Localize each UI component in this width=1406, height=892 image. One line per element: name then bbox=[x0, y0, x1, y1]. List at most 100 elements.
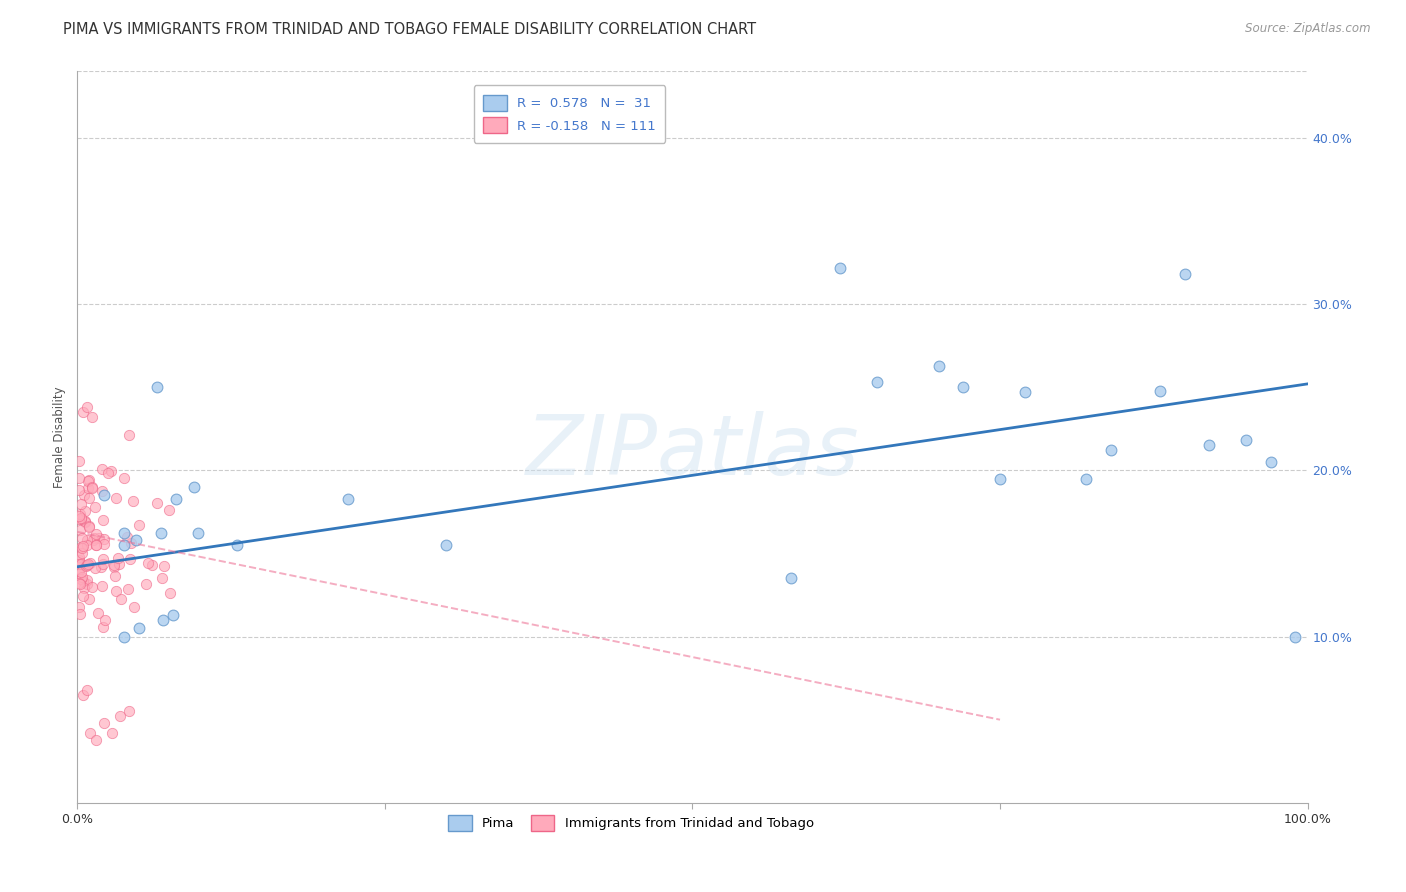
Point bbox=[69, 566, 91, 580]
Point bbox=[103, 558, 125, 573]
Point bbox=[77, 491, 100, 505]
Point bbox=[136, 556, 159, 570]
Point bbox=[118, 552, 141, 566]
Point bbox=[1014, 385, 1036, 400]
Point bbox=[67, 549, 90, 564]
Point bbox=[105, 584, 128, 599]
Point bbox=[112, 538, 135, 552]
Point bbox=[77, 519, 100, 533]
Point bbox=[70, 497, 93, 511]
Point bbox=[110, 709, 132, 723]
Point bbox=[67, 599, 90, 614]
Point bbox=[91, 513, 114, 527]
Point bbox=[107, 551, 129, 566]
Point bbox=[146, 380, 169, 394]
Point bbox=[93, 537, 115, 551]
Point bbox=[91, 483, 114, 498]
Point bbox=[1260, 455, 1282, 469]
Point bbox=[122, 600, 145, 615]
Point bbox=[91, 551, 114, 566]
Point bbox=[91, 619, 114, 633]
Point bbox=[1234, 434, 1257, 448]
Point bbox=[112, 630, 135, 644]
Point bbox=[76, 682, 98, 697]
Point bbox=[77, 481, 100, 495]
Y-axis label: Female Disability: Female Disability bbox=[53, 386, 66, 488]
Point bbox=[1149, 384, 1171, 398]
Point bbox=[73, 514, 96, 528]
Point bbox=[67, 509, 90, 524]
Point bbox=[67, 557, 90, 571]
Point bbox=[72, 540, 94, 554]
Point bbox=[72, 546, 94, 560]
Point bbox=[1099, 443, 1122, 458]
Point bbox=[70, 572, 93, 586]
Point bbox=[183, 480, 205, 494]
Point bbox=[67, 575, 90, 590]
Point bbox=[69, 507, 91, 521]
Point bbox=[70, 511, 93, 525]
Point bbox=[75, 559, 97, 574]
Text: Source: ZipAtlas.com: Source: ZipAtlas.com bbox=[1246, 22, 1371, 36]
Text: ZIPatlas: ZIPatlas bbox=[526, 411, 859, 492]
Point bbox=[82, 482, 104, 496]
Point bbox=[76, 577, 98, 591]
Point bbox=[76, 533, 98, 547]
Point bbox=[103, 560, 125, 574]
Point bbox=[67, 471, 90, 485]
Point bbox=[82, 533, 104, 548]
Point bbox=[67, 553, 90, 567]
Point bbox=[76, 574, 98, 588]
Point bbox=[128, 517, 150, 532]
Point bbox=[162, 607, 184, 622]
Point bbox=[152, 613, 174, 627]
Point bbox=[105, 491, 128, 505]
Point bbox=[107, 557, 129, 571]
Point bbox=[226, 538, 249, 552]
Point bbox=[150, 571, 173, 585]
Point bbox=[70, 558, 93, 572]
Point bbox=[75, 504, 97, 518]
Point bbox=[77, 592, 100, 607]
Point bbox=[84, 538, 107, 552]
Point bbox=[70, 570, 93, 584]
Point bbox=[146, 495, 169, 509]
Point bbox=[141, 558, 163, 572]
Point bbox=[79, 726, 101, 740]
Point bbox=[118, 428, 141, 442]
Point bbox=[82, 581, 104, 595]
Point bbox=[75, 515, 97, 529]
Point bbox=[84, 527, 107, 541]
Point bbox=[118, 705, 141, 719]
Point bbox=[187, 526, 209, 541]
Point bbox=[69, 511, 91, 525]
Point bbox=[93, 488, 115, 502]
Point bbox=[1076, 472, 1098, 486]
Point bbox=[91, 579, 114, 593]
Point bbox=[83, 531, 105, 545]
Point bbox=[91, 557, 114, 571]
Point bbox=[67, 564, 90, 578]
Point bbox=[79, 556, 101, 570]
Point bbox=[76, 538, 98, 552]
Point bbox=[70, 532, 93, 546]
Point bbox=[1198, 438, 1220, 452]
Point bbox=[337, 491, 360, 506]
Point bbox=[73, 581, 96, 595]
Point bbox=[77, 558, 100, 572]
Point bbox=[72, 589, 94, 603]
Point bbox=[120, 536, 142, 550]
Point bbox=[830, 260, 852, 275]
Point bbox=[1284, 630, 1306, 644]
Point bbox=[157, 503, 180, 517]
Point bbox=[117, 582, 139, 596]
Point bbox=[150, 526, 173, 541]
Point bbox=[82, 410, 104, 425]
Point bbox=[67, 562, 90, 576]
Point bbox=[128, 621, 150, 635]
Text: PIMA VS IMMIGRANTS FROM TRINIDAD AND TOBAGO FEMALE DISABILITY CORRELATION CHART: PIMA VS IMMIGRANTS FROM TRINIDAD AND TOB… bbox=[63, 22, 756, 37]
Point bbox=[121, 494, 143, 508]
Point bbox=[780, 571, 803, 585]
Point bbox=[72, 405, 94, 419]
Point bbox=[77, 474, 100, 488]
